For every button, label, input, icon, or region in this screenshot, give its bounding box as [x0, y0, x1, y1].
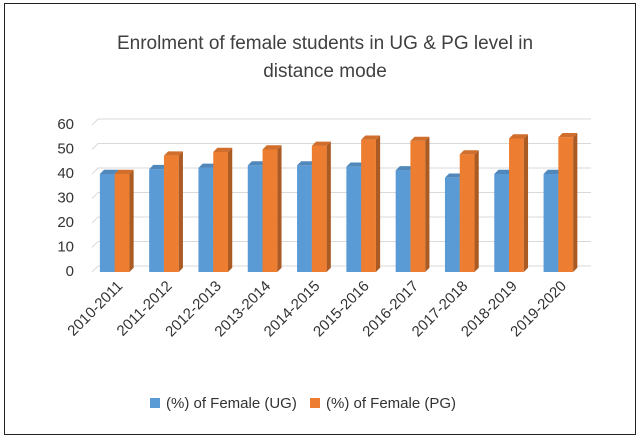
bar-top — [149, 164, 169, 170]
bar-front — [99, 174, 115, 272]
bar-side — [573, 133, 578, 272]
bar — [213, 147, 233, 272]
y-tick-label: 60 — [57, 116, 74, 133]
bar — [262, 145, 282, 272]
bar — [163, 151, 183, 272]
bar-top — [543, 169, 563, 174]
bar — [509, 134, 529, 272]
bar-front — [543, 174, 559, 272]
bar-top — [213, 147, 233, 152]
bar-top — [297, 161, 317, 166]
bar-side — [228, 147, 233, 272]
bar-top — [410, 136, 430, 141]
bar-side — [178, 151, 183, 272]
bar — [558, 133, 578, 272]
chart-frame — [4, 3, 636, 435]
bar-top — [114, 169, 134, 174]
bar — [361, 135, 381, 272]
bar-side — [375, 135, 381, 272]
bar-front — [395, 170, 411, 272]
bar-front — [213, 151, 229, 272]
bar-front — [247, 165, 263, 272]
bar-front — [558, 137, 574, 272]
bar-top — [163, 151, 183, 156]
bar — [410, 136, 430, 272]
bar-front — [410, 140, 426, 272]
bar-front — [346, 166, 362, 272]
y-tick-label: 40 — [57, 165, 74, 182]
y-tick-label: 30 — [57, 189, 74, 206]
bar-front — [444, 177, 460, 272]
bar-top — [509, 134, 529, 139]
bar-top — [361, 135, 381, 140]
bar-front — [297, 165, 312, 272]
legend-label: (%) of Female (UG) — [166, 395, 297, 412]
bar-front — [114, 174, 130, 272]
bar-top — [459, 150, 479, 155]
bar-side — [474, 150, 479, 272]
legend-label: (%) of Female (PG) — [326, 395, 456, 412]
bar-side — [277, 145, 282, 272]
y-tick-label: 20 — [57, 214, 74, 231]
legend-swatch — [150, 398, 160, 408]
chart-title: Enrolment of female students in UG & PG … — [116, 33, 534, 82]
bar-front — [311, 145, 327, 272]
bar — [311, 141, 331, 272]
bar — [459, 150, 479, 272]
bar-top — [247, 161, 267, 166]
bar-front — [361, 139, 376, 272]
y-tick-label: 50 — [57, 140, 74, 157]
legend-swatch — [310, 398, 320, 408]
bar — [114, 169, 134, 272]
bar-front — [459, 154, 475, 272]
bar-side — [523, 134, 529, 272]
y-tick-label: 10 — [57, 238, 74, 255]
bar-top — [494, 169, 514, 174]
grid-line — [91, 118, 591, 126]
bar-front — [163, 155, 179, 272]
bar-front — [149, 169, 164, 272]
bar-front — [198, 167, 214, 272]
bar-top — [444, 173, 464, 178]
bar-side — [425, 136, 430, 272]
bar-top — [262, 145, 282, 150]
bar-top — [395, 166, 415, 171]
bar-top — [346, 162, 366, 167]
bar-front — [494, 174, 510, 272]
bar-side — [129, 169, 134, 272]
bar-top — [558, 133, 578, 138]
bar-side — [326, 141, 331, 272]
bar-top — [311, 141, 331, 146]
bar-top — [198, 163, 218, 168]
bar-front — [509, 138, 524, 272]
bar-front — [262, 149, 278, 272]
bar-top — [99, 169, 119, 174]
y-tick-label: 0 — [66, 263, 74, 280]
